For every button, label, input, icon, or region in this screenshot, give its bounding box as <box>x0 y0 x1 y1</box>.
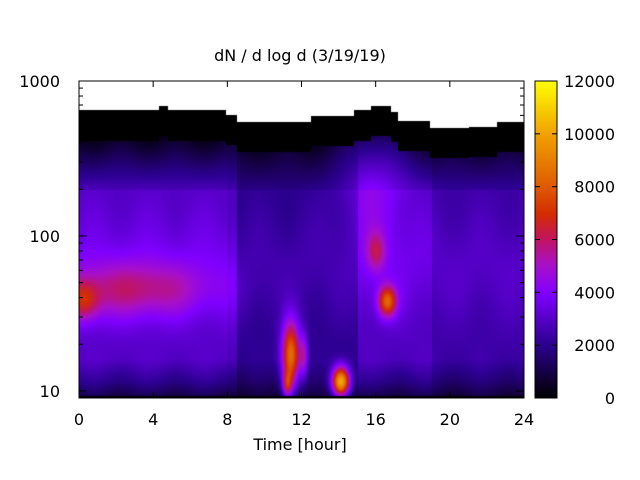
chart-title: dN / d log d (3/19/19) <box>214 46 386 65</box>
plot-area <box>79 81 524 398</box>
x-axis-label: Time [hour] <box>252 435 346 454</box>
colorbar-tick-label: 4000 <box>574 283 615 302</box>
y-tick-label: 1000 <box>19 72 60 91</box>
heatmap-raster <box>79 81 524 398</box>
x-tick-label: 12 <box>291 410 311 429</box>
colorbar-tick-label: 6000 <box>574 231 615 250</box>
colorbar-tick-label: 12000 <box>564 72 615 91</box>
colorbar-tick-label: 0 <box>605 389 615 408</box>
x-tick-label: 0 <box>74 410 84 429</box>
y-tick-label: 100 <box>29 227 60 246</box>
colorbar-tick-label: 2000 <box>574 336 615 355</box>
y-tick-label: 10 <box>40 382 60 401</box>
x-axis-ticks: 0 4 8 12 16 20 24 <box>74 81 534 429</box>
x-tick-label: 16 <box>365 410 385 429</box>
x-tick-label: 4 <box>148 410 158 429</box>
x-tick-label: 24 <box>514 410 534 429</box>
x-tick-label: 8 <box>222 410 232 429</box>
colorbar-ticks: 0 2000 4000 6000 8000 10000 12000 <box>535 72 615 408</box>
colorbar-tick-label: 10000 <box>564 125 615 144</box>
colorbar-tick-label: 8000 <box>574 178 615 197</box>
y-axis-ticks: 10 100 1000 <box>19 72 524 401</box>
x-tick-label: 20 <box>440 410 460 429</box>
